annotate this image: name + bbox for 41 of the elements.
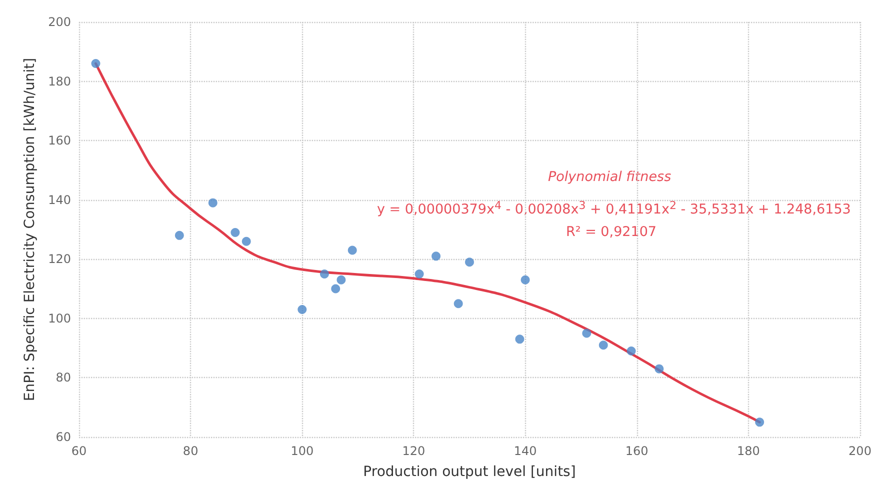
y-tick-label: 60 [56, 430, 71, 444]
point [414, 269, 424, 278]
y-tick-label: 200 [48, 15, 71, 29]
x-tick-label: 140 [514, 444, 537, 458]
point [626, 346, 636, 356]
point [515, 334, 524, 344]
point [298, 305, 307, 314]
point [242, 236, 251, 246]
annotation: Polynomial fitness [548, 169, 672, 185]
point [598, 340, 608, 350]
point [582, 328, 592, 338]
annotation: R² = 0,92107 [566, 224, 657, 240]
point [432, 252, 441, 261]
y-tick-label: 160 [48, 134, 71, 148]
x-axis-title: Production output level [units] [363, 464, 576, 480]
point [320, 269, 329, 278]
y-tick-label: 120 [48, 252, 71, 266]
x-tick-label: 120 [402, 444, 426, 458]
x-tick-label: 160 [625, 444, 648, 458]
point [755, 418, 764, 427]
y-tick-label: 180 [48, 74, 71, 88]
point [348, 246, 357, 255]
point [230, 228, 240, 237]
point [336, 275, 346, 284]
x-tick-label: 180 [736, 444, 760, 458]
point [208, 198, 218, 208]
point [91, 59, 100, 68]
x-tick-label: 80 [182, 444, 198, 458]
x-tick-label: 60 [71, 444, 87, 458]
y-tick-label: 80 [56, 370, 71, 385]
point [465, 258, 474, 267]
point [654, 364, 664, 374]
y-axis-title: EnPI: Specific Electricity Consumption [kWh/unit] [22, 58, 38, 402]
x-tick-label: 200 [848, 444, 872, 458]
point [454, 299, 463, 308]
point [520, 275, 530, 284]
point [331, 284, 340, 294]
x-tick-label: 100 [290, 444, 314, 458]
y-tick-label: 140 [48, 192, 71, 207]
point [174, 230, 184, 240]
y-tick-label: 100 [48, 311, 71, 326]
